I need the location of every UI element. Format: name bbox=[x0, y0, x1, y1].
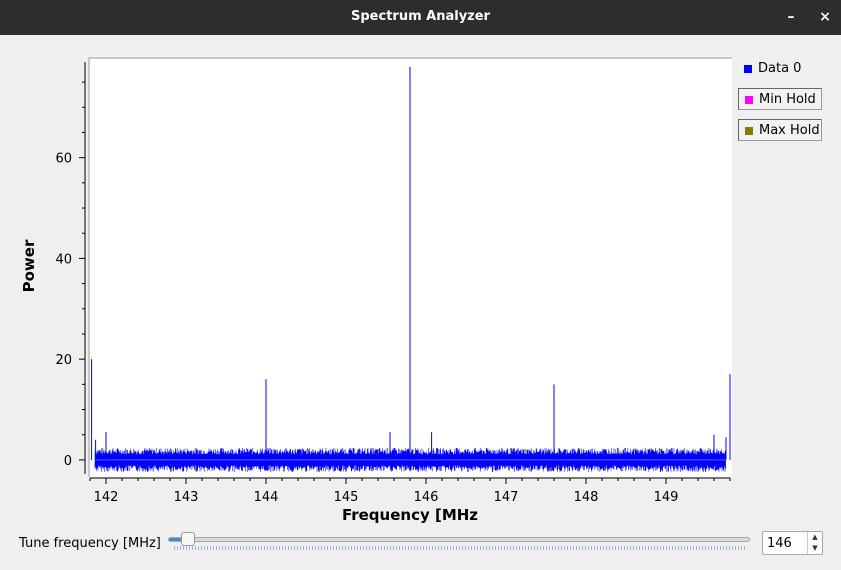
tune-frequency-spinbox[interactable]: 146 ▲ ▼ bbox=[762, 531, 823, 555]
minimize-button[interactable]: – bbox=[787, 9, 795, 25]
legend-item-min-hold[interactable]: Min Hold bbox=[738, 88, 822, 110]
x-tick-label: 146 bbox=[414, 490, 439, 505]
tune-slider-ticks bbox=[174, 546, 746, 550]
x-axis-label: Frequency [MHz bbox=[342, 506, 478, 524]
tune-frequency-label: Tune frequency [MHz] bbox=[19, 536, 161, 551]
spin-buttons: ▲ ▼ bbox=[807, 532, 822, 554]
tune-slider-fill bbox=[169, 538, 187, 541]
y-axis-label: Power bbox=[20, 239, 38, 292]
x-tick-label: 145 bbox=[334, 490, 359, 505]
y-tick-label: 40 bbox=[55, 252, 72, 267]
close-button[interactable]: × bbox=[819, 9, 831, 25]
y-tick-label: 0 bbox=[64, 454, 72, 469]
y-tick-label: 60 bbox=[55, 152, 72, 167]
spin-up-icon[interactable]: ▲ bbox=[812, 533, 818, 541]
legend-swatch bbox=[744, 65, 752, 73]
tune-slider-handle[interactable] bbox=[181, 532, 195, 546]
tune-frequency-value[interactable]: 146 bbox=[767, 536, 792, 551]
x-tick-label: 149 bbox=[654, 490, 679, 505]
window-title: Spectrum Analyzer bbox=[351, 9, 490, 24]
x-tick-label: 143 bbox=[174, 490, 199, 505]
legend-label: Data 0 bbox=[758, 61, 802, 76]
legend-swatch bbox=[745, 96, 753, 104]
x-tick-label: 142 bbox=[94, 490, 119, 505]
y-tick-label: 20 bbox=[55, 353, 72, 368]
title-bar: Spectrum Analyzer – × bbox=[0, 0, 841, 35]
legend-swatch bbox=[745, 127, 753, 135]
legend-label: Max Hold bbox=[759, 123, 820, 138]
x-tick-label: 147 bbox=[494, 490, 519, 505]
spin-down-icon[interactable]: ▼ bbox=[812, 544, 818, 552]
legend-label: Min Hold bbox=[759, 92, 816, 107]
legend-item-max-hold[interactable]: Max Hold bbox=[738, 119, 822, 141]
tune-slider-track[interactable] bbox=[168, 537, 750, 542]
x-tick-label: 148 bbox=[574, 490, 599, 505]
x-tick-label: 144 bbox=[254, 490, 279, 505]
